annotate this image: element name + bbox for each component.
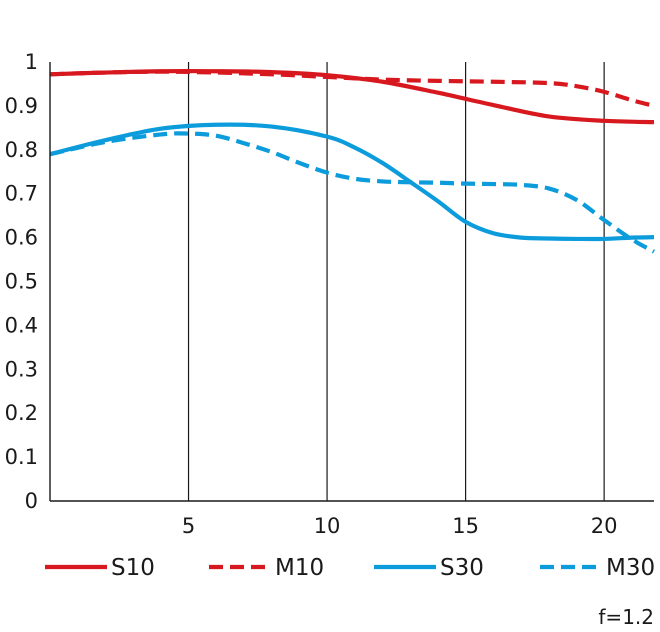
y-tick-label: 0.6 <box>5 226 38 250</box>
y-tick-label: 0.3 <box>5 357 38 381</box>
x-tick-label: 10 <box>314 514 341 538</box>
y-tick-label: 0.1 <box>5 445 38 469</box>
axes: 00.10.20.30.40.50.60.70.80.915 10 15 20 <box>5 50 654 538</box>
y-tick-label: 0 <box>25 489 38 513</box>
legend-label-s30: S30 <box>440 555 484 581</box>
x-tick-label: 15 <box>452 514 479 538</box>
y-tick-label: 0.2 <box>5 401 38 425</box>
legend: S10 M10 S30 M30 <box>45 555 655 581</box>
series-lines <box>49 68 656 254</box>
legend-label-s10: S10 <box>111 555 155 581</box>
y-tick-label: 0.9 <box>5 94 38 118</box>
legend-label-m30: M30 <box>606 555 655 581</box>
series-line-m10 <box>49 69 655 108</box>
y-tick-label: 0.8 <box>5 138 38 162</box>
x-tick-label: 5 <box>182 514 195 538</box>
grid <box>187 62 605 501</box>
x-tick-label: 20 <box>591 514 618 538</box>
legend-label-m10: M10 <box>275 555 324 581</box>
y-tick-label: 0.5 <box>5 270 38 294</box>
y-tick-label: 0.4 <box>5 313 38 337</box>
y-tick-label: 0.7 <box>5 182 38 206</box>
aperture-note: f=1.2 <box>598 605 654 629</box>
series-line-s30 <box>49 122 655 242</box>
y-tick-label: 1 <box>25 50 38 74</box>
series-line-m30 <box>49 131 656 254</box>
